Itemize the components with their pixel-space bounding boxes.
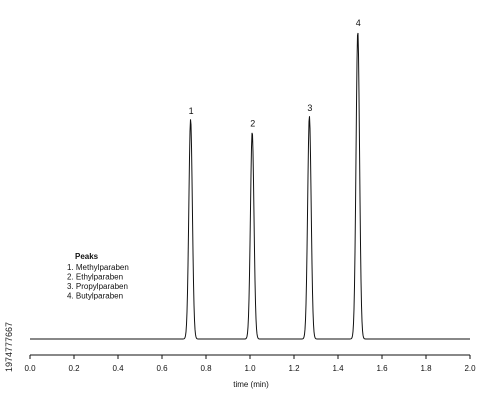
legend-title: Peaks xyxy=(75,252,99,261)
x-tick-label-6: 1.2 xyxy=(288,364,300,373)
x-axis-tick-labels: 0.0 0.2 0.4 0.6 0.8 1.0 1.2 1.4 1.6 1.8 2.0 xyxy=(24,364,476,373)
x-tick-label-8: 1.6 xyxy=(376,364,388,373)
chromatogram-trace xyxy=(30,32,470,340)
x-axis-title: time (min) xyxy=(233,380,269,389)
x-axis-ticks xyxy=(29,355,471,359)
x-tick-label-7: 1.4 xyxy=(332,364,344,373)
x-tick-label-4: 0.8 xyxy=(200,364,212,373)
x-tick-label-5: 1.0 xyxy=(244,364,256,373)
x-tick-label-10: 2.0 xyxy=(464,364,476,373)
x-tick-label-3: 0.6 xyxy=(156,364,168,373)
watermark-id: 1974777667 xyxy=(4,322,14,372)
legend-item-2: 2. Ethylparaben xyxy=(67,273,123,282)
x-tick-label-2: 0.4 xyxy=(112,364,124,373)
x-tick-label-0: 0.0 xyxy=(24,364,36,373)
peak-label-4: 4 xyxy=(356,18,361,28)
peak-label-2: 2 xyxy=(250,119,255,129)
x-tick-label-1: 0.2 xyxy=(68,364,80,373)
legend-item-4: 4. Butylparaben xyxy=(67,292,123,301)
peak-label-3: 3 xyxy=(307,103,312,113)
peak-labels: 1 2 3 4 xyxy=(189,18,361,129)
legend-item-1: 1. Methylparaben xyxy=(67,263,129,272)
x-tick-label-9: 1.8 xyxy=(420,364,432,373)
legend-item-3: 3. Propylparaben xyxy=(67,282,128,291)
peak-label-1: 1 xyxy=(189,106,194,116)
